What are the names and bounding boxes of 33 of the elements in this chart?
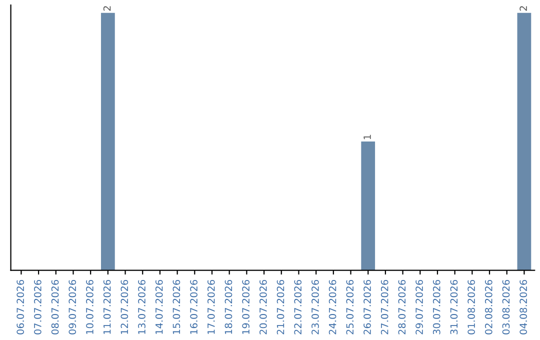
data-label: 2 bbox=[520, 6, 527, 11]
x-tick-label: 14.07.2026 bbox=[155, 280, 163, 334]
x-tick-label: 24.07.2026 bbox=[328, 280, 336, 334]
x-tick-label: 02.08.2026 bbox=[484, 280, 492, 334]
x-tick-label: 22.07.2026 bbox=[294, 280, 302, 334]
x-tick-label: 09.07.2026 bbox=[68, 280, 76, 334]
x-tick-label: 20.07.2026 bbox=[259, 280, 267, 334]
x-tick-label: 28.07.2026 bbox=[398, 280, 406, 334]
x-tick-label: 03.08.2026 bbox=[502, 280, 510, 334]
x-tick-label: 10.07.2026 bbox=[86, 280, 94, 334]
x-tick-label: 27.07.2026 bbox=[380, 280, 388, 334]
x-tick-label: 21.07.2026 bbox=[276, 280, 284, 334]
x-tick-label: 31.07.2026 bbox=[450, 280, 458, 334]
x-tick-label: 26.07.2026 bbox=[364, 280, 371, 334]
x-tick-label: 19.07.2026 bbox=[242, 280, 250, 334]
data-label: 2 bbox=[103, 6, 111, 11]
x-tick-label: 23.07.2026 bbox=[312, 280, 319, 334]
x-tick-label: 01.08.2026 bbox=[468, 280, 475, 334]
x-tick-label: 18.07.2026 bbox=[224, 280, 232, 334]
x-tick-label: 08.07.2026 bbox=[51, 280, 59, 334]
x-tick-label: 25.07.2026 bbox=[346, 280, 354, 334]
x-tick-label: 15.07.2026 bbox=[172, 280, 180, 334]
x-tick-label: 30.07.2026 bbox=[432, 280, 440, 334]
x-tick-label: 13.07.2026 bbox=[138, 280, 146, 334]
x-tick-label: 16.07.2026 bbox=[190, 280, 198, 334]
x-tick-label: 11.07.2026 bbox=[103, 280, 111, 334]
x-tick-label: 06.07.2026 bbox=[16, 280, 24, 334]
x-tick-label: 04.08.2026 bbox=[520, 280, 528, 334]
data-label: 1 bbox=[364, 134, 371, 140]
x-tick-label: 07.07.2026 bbox=[34, 280, 42, 334]
x-tick-label: 29.07.2026 bbox=[416, 280, 423, 334]
x-tick-label: 12.07.2026 bbox=[120, 280, 128, 334]
x-tick-label: 17.07.2026 bbox=[207, 280, 215, 334]
